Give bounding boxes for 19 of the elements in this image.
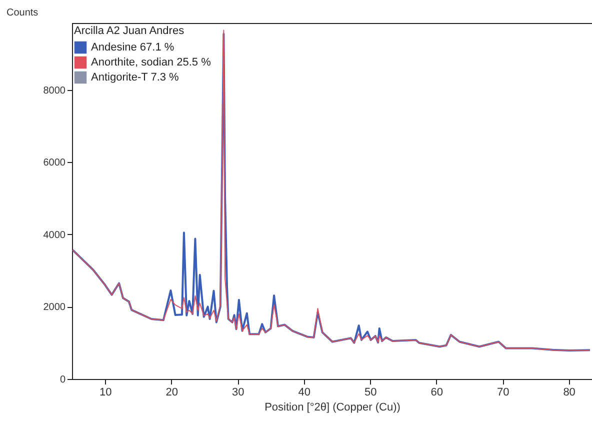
x-axis-title: Position [°2θ] (Copper (Cu)): [264, 402, 400, 414]
x-tick-label: 60: [430, 386, 443, 398]
x-tick-label: 80: [563, 386, 576, 398]
y-tick-label: 6000: [43, 158, 66, 169]
legend-title: Arcilla A2 Juan Andres: [74, 25, 185, 37]
y-tick-label: 4000: [43, 230, 66, 241]
y-tick-label: 0: [60, 374, 66, 386]
legend-label: Anorthite, sodian 25.5 %: [91, 56, 212, 68]
x-tick-label: 30: [232, 386, 244, 398]
y-tick-label: 8000: [43, 85, 66, 96]
x-tick-label: 40: [298, 386, 310, 398]
x-tick-label: 10: [99, 386, 112, 398]
x-tick-label: 20: [166, 386, 178, 398]
legend-label: Antigorite-T 7.3 %: [91, 72, 180, 84]
legend-label: Andesine 67.1 %: [91, 42, 174, 54]
y-axis-title: Counts: [6, 8, 38, 18]
y-tick-label: 2000: [43, 302, 66, 314]
x-tick-label: 70: [496, 386, 510, 398]
x-tick-label: 50: [364, 386, 377, 398]
